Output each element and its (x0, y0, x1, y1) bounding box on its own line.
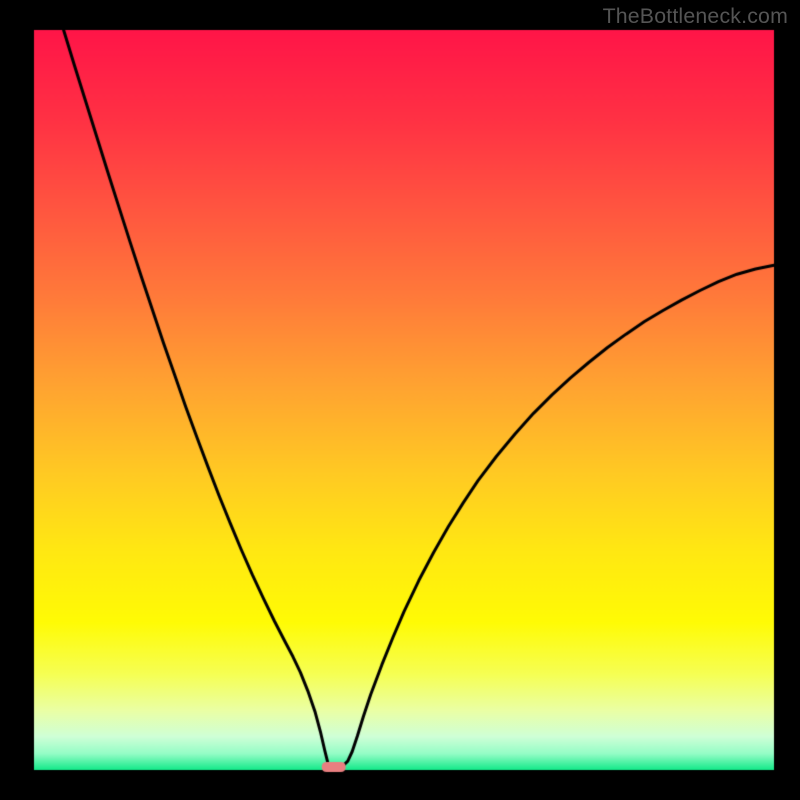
watermark-text: TheBottleneck.com (603, 4, 788, 29)
bottleneck-curve-chart (0, 0, 800, 800)
chart-stage: TheBottleneck.com (0, 0, 800, 800)
